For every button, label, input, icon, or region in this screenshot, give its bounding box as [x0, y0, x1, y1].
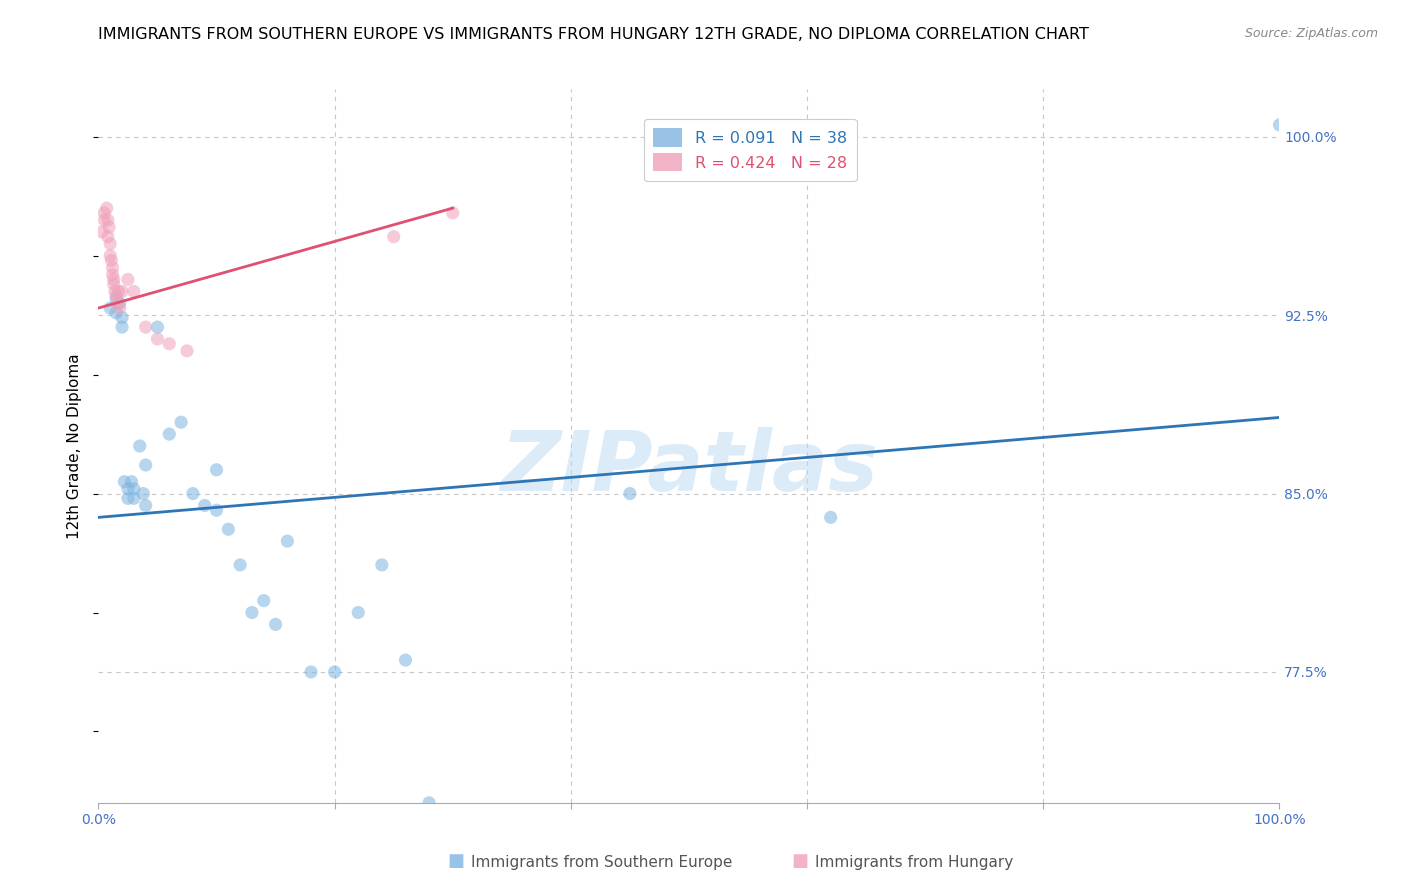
Point: [146, 320, 169, 334]
Point: [820, 510, 842, 524]
Point: [135, 320, 157, 334]
Point: [122, 482, 145, 496]
Point: [101, 268, 124, 282]
Point: [97, 229, 120, 244]
Point: [103, 272, 125, 286]
Point: [418, 796, 440, 810]
Point: [229, 558, 252, 572]
Point: [91, 225, 114, 239]
Text: ■: ■: [447, 852, 464, 870]
Text: Immigrants from Southern Europe: Immigrants from Southern Europe: [471, 855, 733, 870]
Point: [323, 665, 346, 679]
Point: [135, 499, 157, 513]
Point: [135, 458, 157, 472]
Y-axis label: 12th Grade, No Diploma: 12th Grade, No Diploma: [67, 353, 83, 539]
Text: Immigrants from Hungary: Immigrants from Hungary: [815, 855, 1014, 870]
Point: [111, 285, 134, 299]
Point: [105, 289, 128, 303]
Point: [205, 463, 228, 477]
Point: [371, 558, 394, 572]
Point: [103, 277, 125, 292]
Point: [619, 486, 641, 500]
Point: [100, 253, 122, 268]
Point: [128, 439, 150, 453]
Point: [117, 272, 139, 286]
Point: [117, 482, 139, 496]
Point: [146, 332, 169, 346]
Legend: R = 0.091   N = 38, R = 0.424   N = 28: R = 0.091 N = 38, R = 0.424 N = 28: [644, 119, 856, 181]
Point: [122, 491, 145, 506]
Point: [98, 220, 121, 235]
Point: [101, 260, 124, 275]
Text: IMMIGRANTS FROM SOUTHERN EUROPE VS IMMIGRANTS FROM HUNGARY 12TH GRADE, NO DIPLOM: IMMIGRANTS FROM SOUTHERN EUROPE VS IMMIG…: [98, 27, 1090, 42]
Point: [111, 310, 134, 325]
Point: [98, 236, 121, 251]
Point: [176, 343, 198, 358]
Point: [1268, 118, 1291, 132]
Point: [194, 499, 217, 513]
Point: [107, 285, 129, 299]
Point: [108, 296, 131, 310]
Point: [98, 301, 121, 315]
Text: ZIPatlas: ZIPatlas: [501, 427, 877, 508]
Point: [217, 522, 239, 536]
Text: Source: ZipAtlas.com: Source: ZipAtlas.com: [1244, 27, 1378, 40]
Point: [240, 606, 263, 620]
Point: [276, 534, 298, 549]
Point: [105, 306, 128, 320]
Point: [98, 249, 121, 263]
Point: [117, 491, 139, 506]
Point: [105, 296, 128, 310]
Point: [97, 213, 120, 227]
Point: [253, 593, 276, 607]
Point: [111, 320, 134, 334]
Point: [181, 486, 204, 500]
Point: [104, 285, 127, 299]
Point: [347, 606, 370, 620]
Text: ■: ■: [792, 852, 808, 870]
Point: [382, 229, 405, 244]
Point: [105, 292, 128, 306]
Point: [112, 475, 135, 489]
Point: [157, 427, 180, 442]
Point: [441, 206, 464, 220]
Point: [264, 617, 287, 632]
Point: [121, 475, 143, 489]
Point: [108, 301, 131, 315]
Point: [132, 486, 155, 500]
Point: [157, 336, 180, 351]
Point: [93, 206, 115, 220]
Point: [170, 415, 193, 429]
Point: [96, 201, 118, 215]
Point: [205, 503, 228, 517]
Point: [394, 653, 416, 667]
Point: [93, 213, 115, 227]
Point: [299, 665, 322, 679]
Point: [122, 285, 145, 299]
